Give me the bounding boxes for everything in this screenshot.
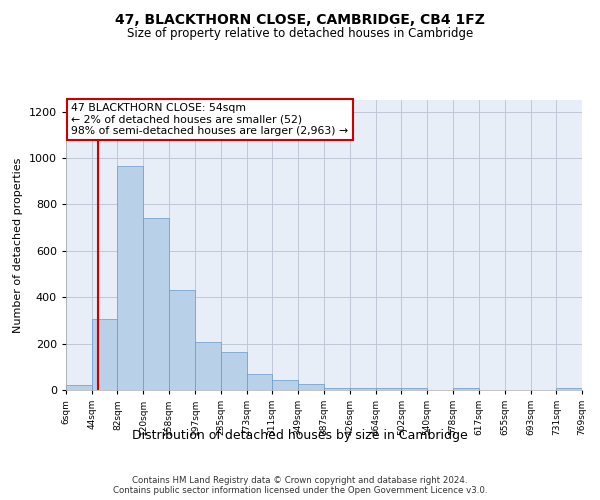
Bar	[66, 386, 92, 390]
Bar	[323, 388, 350, 390]
Bar	[143, 218, 169, 390]
Bar	[556, 388, 582, 390]
Bar	[453, 388, 479, 390]
Bar	[272, 380, 298, 390]
Text: Contains HM Land Registry data © Crown copyright and database right 2024.
Contai: Contains HM Land Registry data © Crown c…	[113, 476, 487, 495]
Text: 47 BLACKTHORN CLOSE: 54sqm
← 2% of detached houses are smaller (52)
98% of semi-: 47 BLACKTHORN CLOSE: 54sqm ← 2% of detac…	[71, 103, 348, 136]
Bar	[376, 388, 401, 390]
Bar	[92, 319, 118, 390]
Y-axis label: Number of detached properties: Number of detached properties	[13, 158, 23, 332]
Bar	[221, 352, 247, 390]
Text: Size of property relative to detached houses in Cambridge: Size of property relative to detached ho…	[127, 28, 473, 40]
Bar	[401, 388, 427, 390]
Bar	[298, 384, 323, 390]
Text: Distribution of detached houses by size in Cambridge: Distribution of detached houses by size …	[132, 428, 468, 442]
Bar	[350, 388, 376, 390]
Text: 47, BLACKTHORN CLOSE, CAMBRIDGE, CB4 1FZ: 47, BLACKTHORN CLOSE, CAMBRIDGE, CB4 1FZ	[115, 12, 485, 26]
Bar	[247, 374, 272, 390]
Bar	[118, 166, 143, 390]
Bar	[169, 290, 195, 390]
Bar	[195, 342, 221, 390]
